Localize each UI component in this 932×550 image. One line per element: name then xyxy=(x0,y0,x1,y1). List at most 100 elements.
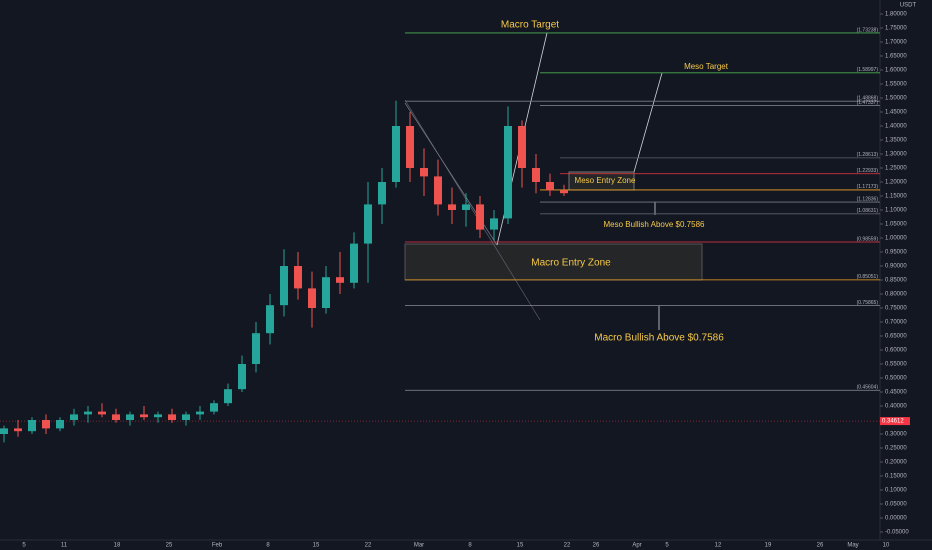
candle-body xyxy=(0,428,8,434)
candle-body xyxy=(14,428,22,432)
y-tick-label: 1.80000 xyxy=(885,12,907,18)
y-tick-label: 1.30000 xyxy=(885,152,907,158)
x-tick-label: 18 xyxy=(114,543,121,549)
candle-body xyxy=(532,167,540,182)
y-tick-label: 0.25000 xyxy=(885,446,907,452)
y-tick-label: 0.05000 xyxy=(885,502,907,508)
candle-body xyxy=(504,125,512,219)
x-tick-label: 11 xyxy=(61,543,68,549)
y-tick-label: 1.40000 xyxy=(885,124,907,130)
y-tick-label: 0.65000 xyxy=(885,334,907,340)
macro-entry-box xyxy=(404,243,703,281)
y-tick-label: 1.70000 xyxy=(885,40,907,46)
candle-body xyxy=(182,414,190,420)
x-tick-label: 8 xyxy=(266,543,270,549)
arrow xyxy=(633,72,663,173)
level-label: (0.98559) xyxy=(857,236,879,242)
level-label: (0.85051) xyxy=(857,274,879,280)
x-tick-label: May xyxy=(847,543,858,549)
candle-body xyxy=(350,243,358,283)
x-tick-label: 5 xyxy=(22,543,26,549)
level-label: (1.73238) xyxy=(857,27,879,33)
level-label: (1.12836) xyxy=(857,196,879,202)
y-tick-label: 0.55000 xyxy=(885,362,907,368)
level-label: (0.45604) xyxy=(857,385,879,391)
x-tick-label: 26 xyxy=(593,543,600,549)
level-label: (1.17173) xyxy=(857,184,879,190)
y-tick-label: 1.10000 xyxy=(885,208,907,214)
y-tick-label: 1.55000 xyxy=(885,82,907,88)
candle-body xyxy=(546,181,554,191)
y-tick-label: 0.90000 xyxy=(885,264,907,270)
y-tick-label: 1.15000 xyxy=(885,194,907,200)
candle-body xyxy=(224,389,232,404)
x-tick-label: 15 xyxy=(313,543,320,549)
y-tick-label: 0.50000 xyxy=(885,376,907,382)
y-tick-label: 1.65000 xyxy=(885,54,907,60)
y-tick-label: 0.10000 xyxy=(885,488,907,494)
candle-body xyxy=(560,190,568,194)
candle-body xyxy=(308,288,316,308)
x-tick-label: 22 xyxy=(365,543,372,549)
candle-body xyxy=(196,411,204,415)
annotation: Meso Bullish Above $0.7586 xyxy=(604,220,706,229)
level-label: (0.75865) xyxy=(857,300,879,306)
level-label: (1.47337) xyxy=(857,100,879,106)
level-label: (1.22933) xyxy=(857,168,879,174)
x-tick-label: 19 xyxy=(765,543,772,549)
candle-body xyxy=(434,176,442,205)
candle-body xyxy=(252,333,260,364)
y-tick-label: 0.00000 xyxy=(885,516,907,522)
candle-body xyxy=(406,125,414,168)
x-tick-label: Apr xyxy=(632,543,641,549)
candle-body xyxy=(98,411,106,415)
candle-body xyxy=(42,419,50,429)
candle-body xyxy=(84,411,92,415)
candle-body xyxy=(238,363,246,390)
currency: USDT xyxy=(900,3,917,9)
y-tick-label: 1.45000 xyxy=(885,110,907,116)
x-tick-label: 22 xyxy=(564,543,571,549)
y-tick-label: 0.85000 xyxy=(885,278,907,284)
candle-body xyxy=(280,265,288,306)
y-tick-label: 1.25000 xyxy=(885,166,907,172)
candle-body xyxy=(56,419,64,429)
annotation: Meso Entry Zone xyxy=(575,176,636,185)
candle-body xyxy=(392,125,400,182)
level-label: (1.28613) xyxy=(857,152,879,158)
candle-body xyxy=(168,414,176,420)
candle-body xyxy=(448,204,456,210)
y-tick-label: 0.80000 xyxy=(885,292,907,298)
y-tick-label: 1.60000 xyxy=(885,68,907,74)
annotation: Meso Target xyxy=(684,62,729,71)
y-tick-label: 0.40000 xyxy=(885,404,907,410)
candle-body xyxy=(266,305,274,334)
x-tick-label: 25 xyxy=(166,543,173,549)
candle-body xyxy=(378,181,386,205)
y-tick-label: 0.15000 xyxy=(885,474,907,480)
trend-line xyxy=(404,99,541,321)
y-tick-label: 0.95000 xyxy=(885,250,907,256)
y-tick-label: 1.35000 xyxy=(885,138,907,144)
candle-body xyxy=(140,414,148,418)
candle-body xyxy=(462,204,470,210)
y-tick-label: 0.60000 xyxy=(885,348,907,354)
level-label: (1.58997) xyxy=(857,67,879,73)
level-label: (1.48868) xyxy=(857,95,879,101)
x-tick-label: 5 xyxy=(665,543,669,549)
y-tick-label: 0.70000 xyxy=(885,320,907,326)
candle-body xyxy=(294,265,302,289)
y-tick-label: 1.05000 xyxy=(885,222,907,228)
candle-body xyxy=(210,403,218,412)
candle-body xyxy=(126,414,134,420)
candle-body xyxy=(28,419,36,432)
candle-body xyxy=(112,414,120,420)
candle-body xyxy=(420,167,428,177)
candle-body xyxy=(518,125,526,168)
y-tick-label: 1.75000 xyxy=(885,26,907,32)
price-tag xyxy=(880,417,910,426)
x-tick-label: 8 xyxy=(468,543,472,549)
y-tick-label: 0.30000 xyxy=(885,432,907,438)
x-tick-label: 26 xyxy=(817,543,824,549)
